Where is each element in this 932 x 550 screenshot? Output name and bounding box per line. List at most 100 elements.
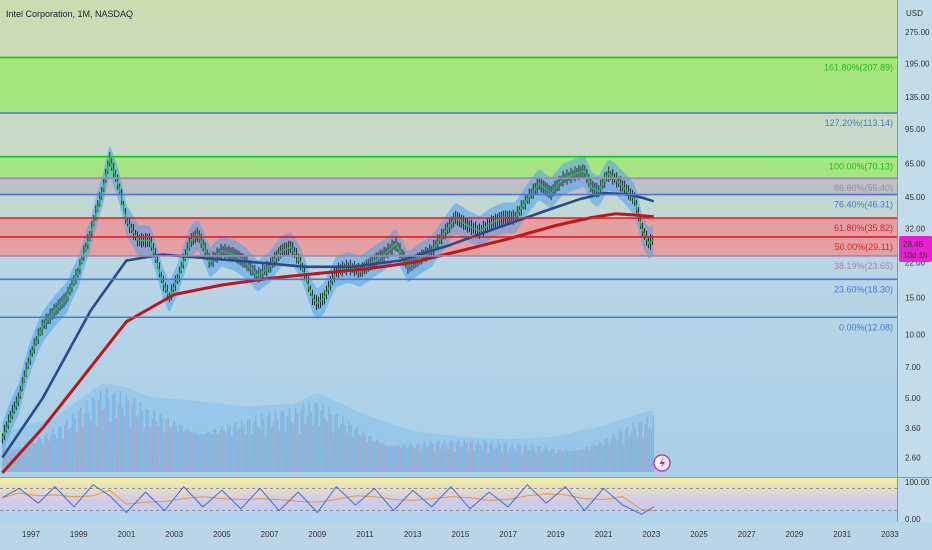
volume-bar [427, 446, 430, 472]
volume-bar [596, 444, 599, 472]
volume-bar [543, 448, 545, 472]
symbol-title[interactable]: Intel Corporation, 1M, NASDAQ [6, 9, 133, 19]
volume-bar [612, 433, 615, 472]
volume-bar [127, 400, 130, 472]
volume-bar [399, 447, 402, 472]
time-axis[interactable]: 1997 1999 2001 2003 2005 2007 2009 2011 2013 2015… [22, 530, 899, 539]
volume-bar [93, 399, 96, 472]
volume-bar [280, 411, 283, 472]
volume-bar [586, 446, 589, 472]
volume-bar [557, 449, 559, 472]
current-price-badge[interactable]: 28.46 10d 1h [899, 236, 932, 262]
volume-bar [87, 412, 90, 472]
volume-bar [568, 451, 571, 472]
time-tick-label: 2029 [786, 530, 804, 539]
volume-bar [513, 447, 515, 472]
volume-bar [34, 443, 36, 472]
volume-bar [298, 433, 301, 472]
volume-bar [533, 447, 535, 472]
volume-bar [83, 413, 86, 472]
volume-bar [519, 445, 521, 472]
volume-bar [125, 395, 128, 472]
price-axis[interactable]: 275.00 195.00 135.00 95.00 65.00 45.00 32.00 22… [905, 28, 930, 463]
volume-bar [501, 452, 503, 472]
fib-label: 23.60%(18.30) [834, 284, 893, 294]
fib-zone [0, 178, 897, 195]
volume-bar [113, 392, 116, 472]
volume-bar [173, 420, 175, 472]
volume-bar [503, 443, 505, 472]
volume-bar [300, 409, 303, 472]
volume-bar [549, 451, 551, 472]
volume-bar [457, 439, 460, 472]
volume-bar [421, 444, 424, 472]
volume-bar [302, 404, 305, 472]
volume-bar [608, 444, 611, 472]
volume-bar [600, 442, 603, 472]
volume-bar [364, 434, 366, 472]
volume-bar [79, 407, 82, 472]
volume-bar [515, 450, 517, 472]
volume-bar [32, 440, 34, 472]
time-axis-panel[interactable] [0, 522, 932, 550]
volume-bar [632, 423, 635, 472]
volume-bar [537, 446, 539, 472]
volume-bar [213, 429, 215, 472]
volume-bar [338, 428, 340, 472]
volume-bar [348, 422, 350, 472]
volume-bar [473, 450, 476, 472]
price-tick-label: 2.60 [905, 453, 921, 462]
volume-bar [318, 426, 321, 472]
volume-bar [163, 432, 166, 472]
volume-bar [545, 446, 547, 472]
volume-bar [211, 434, 213, 472]
volume-bar [447, 448, 450, 472]
volume-bar [628, 436, 631, 472]
volume-bar [598, 440, 601, 472]
fib-label: 38.19%(23.65) [834, 261, 893, 271]
time-tick-label: 2021 [595, 530, 613, 539]
volume-bar [592, 443, 595, 472]
volume-bar [254, 414, 257, 472]
volume-bar [296, 412, 299, 472]
volume-bar [258, 428, 261, 472]
volume-bar [314, 402, 317, 472]
volume-bar [312, 424, 315, 472]
time-tick-label: 2027 [738, 530, 756, 539]
time-tick-label: 2015 [452, 530, 470, 539]
volume-bar [425, 446, 428, 472]
volume-bar [26, 443, 28, 472]
volume-bar [58, 426, 60, 472]
fib-label: 86.60%(55.40) [834, 183, 893, 193]
volume-bar [199, 434, 201, 472]
volume-bar [535, 452, 537, 472]
volume-bar [24, 444, 26, 472]
price-axis-panel[interactable] [897, 0, 932, 525]
volume-bar [441, 444, 444, 472]
volume-bar [368, 436, 370, 472]
volume-bar [398, 445, 400, 472]
volume-bar [191, 433, 193, 472]
volume-bar [6, 449, 8, 472]
price-tick-label: 275.00 [905, 28, 930, 37]
volume-bar [8, 450, 10, 472]
volume-bar [396, 444, 398, 472]
volume-bar [268, 411, 271, 472]
volume-bar [324, 418, 327, 472]
volume-bar [252, 422, 255, 472]
volume-bar [409, 443, 412, 472]
volume-bar [316, 403, 319, 472]
volume-bar [594, 446, 597, 472]
volume-bar [121, 407, 124, 472]
volume-bar [69, 427, 72, 472]
volume-bar [20, 446, 22, 472]
time-tick-label: 2011 [356, 530, 374, 539]
volume-bar [242, 425, 245, 472]
volume-bar [28, 446, 30, 472]
volume-bar [622, 444, 625, 472]
oscillator-layer: 100.00 0.00 [0, 478, 930, 524]
lightning-icon[interactable] [653, 454, 671, 472]
volume-bar [551, 447, 553, 472]
volume-bar [570, 450, 573, 472]
